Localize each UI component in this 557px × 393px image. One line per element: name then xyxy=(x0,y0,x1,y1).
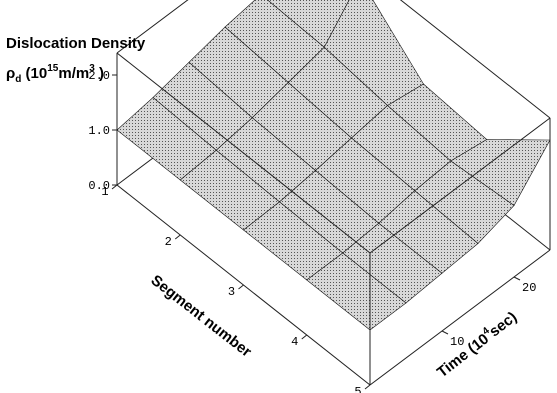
y-label-part: sec) xyxy=(486,309,520,341)
z-axis-label: ρd (1015m/m3 ) xyxy=(6,63,104,85)
box-edge xyxy=(369,249,551,386)
z-tick-label: 1.0 xyxy=(88,124,110,138)
x-tick-label: 3 xyxy=(228,285,235,299)
z-label-part: 15 xyxy=(47,63,59,74)
z-label-part: m/m xyxy=(58,65,89,82)
z-label-part: ) xyxy=(95,65,104,82)
box-edge xyxy=(116,0,189,54)
y-label-part: 4 xyxy=(481,325,493,337)
x-tick xyxy=(238,284,244,290)
box-edge xyxy=(116,52,371,254)
x-tick-label: 1 xyxy=(101,185,108,199)
surface-cell xyxy=(306,252,407,331)
x-tick-label: 5 xyxy=(354,385,361,393)
chart-title: Dislocation Density xyxy=(6,35,146,52)
z-tick-label: 0.0 xyxy=(88,179,110,193)
x-tick xyxy=(174,234,181,240)
box-edge xyxy=(399,0,551,119)
x-axis-label: Segment number xyxy=(148,272,255,361)
x-tick-label: 4 xyxy=(291,335,298,349)
y-tick-label: 10 xyxy=(450,335,464,349)
x-tick xyxy=(111,184,118,190)
z-tick-label: 2.0 xyxy=(88,69,110,83)
z-label-part: ρ xyxy=(6,65,15,82)
y-tick xyxy=(513,276,521,281)
x-tick xyxy=(364,384,371,390)
z-label-part: d xyxy=(15,74,21,85)
x-tick-label: 2 xyxy=(165,235,172,249)
x-tick xyxy=(301,334,308,340)
z-label-part: (10 xyxy=(21,65,47,82)
y-axis-label: Time (104sec) xyxy=(433,307,520,381)
y-tick-label: 20 xyxy=(522,281,536,295)
box-edge xyxy=(369,117,551,254)
z-label-part: 3 xyxy=(89,63,95,74)
y-tick xyxy=(441,330,449,335)
